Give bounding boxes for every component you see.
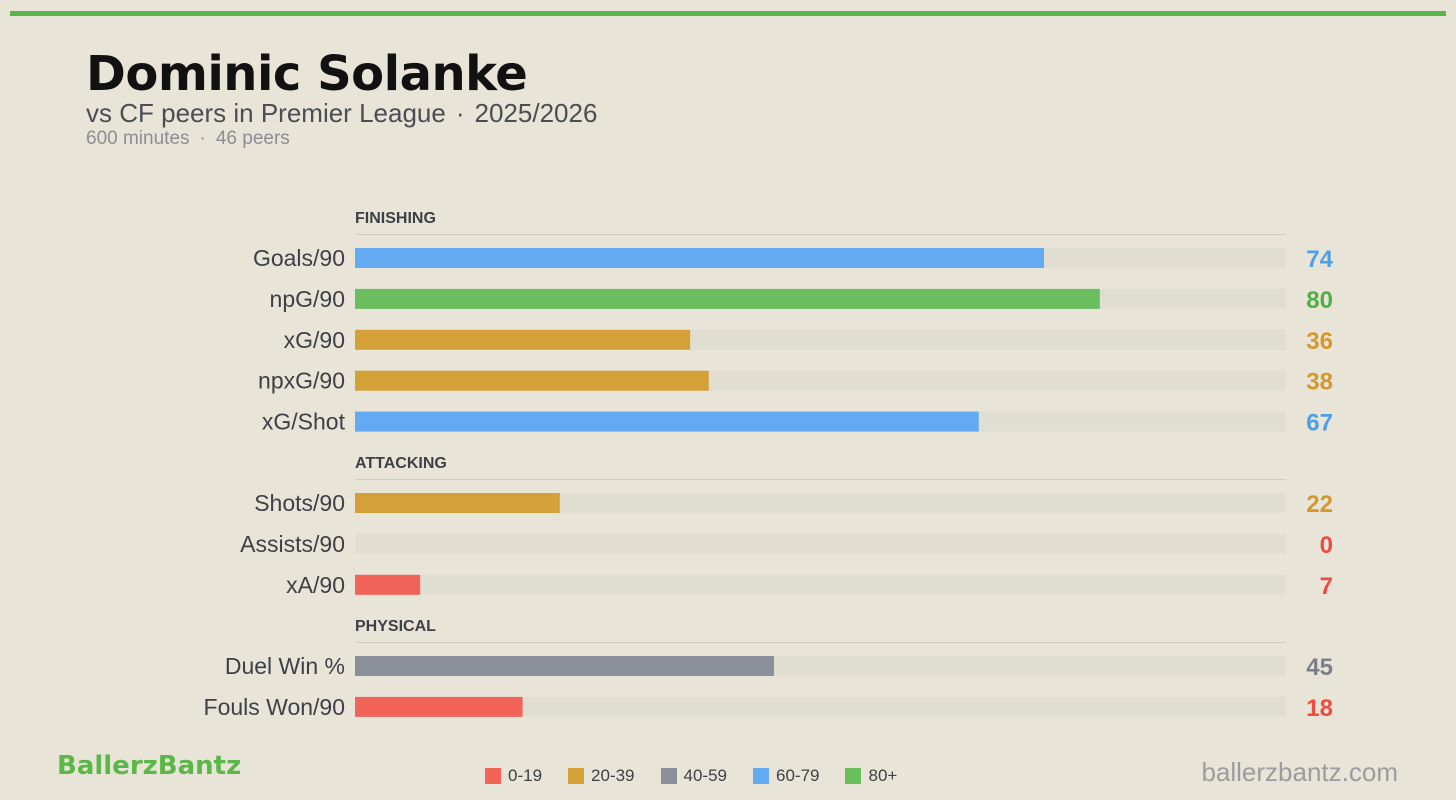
season-label: 2025/2026 bbox=[474, 98, 598, 128]
value-label-duel-win: 45 bbox=[1306, 654, 1333, 681]
bar-track-assists-90 bbox=[355, 533, 1286, 554]
row-label-assists-90: Assists/90 bbox=[240, 531, 345, 557]
section-label-attacking: ATTACKING bbox=[355, 455, 447, 472]
bar-duel-win bbox=[355, 656, 774, 676]
meta-separator: · bbox=[199, 128, 206, 149]
bar-xa-90 bbox=[355, 574, 421, 595]
row-label-npxg-90: npxG/90 bbox=[258, 368, 345, 394]
peers-label: 46 peers bbox=[215, 128, 290, 149]
legend-label: 20-39 bbox=[591, 766, 635, 785]
value-label-npg-90: 80 bbox=[1306, 287, 1333, 314]
row-label-npg-90: npG/90 bbox=[270, 286, 345, 312]
sample-meta: 600 minutes · 46 peers bbox=[86, 128, 290, 150]
legend-label: 0-19 bbox=[508, 766, 543, 785]
percentile-legend: 0-19 20-39 40-59 60-79 80+ bbox=[485, 766, 923, 786]
row-label-xa-90: xA/90 bbox=[286, 572, 345, 598]
bar-xg-shot bbox=[355, 411, 979, 432]
legend-item: 60-79 bbox=[753, 766, 819, 786]
bar-goals-90 bbox=[355, 248, 1044, 268]
row-label-duel-win: Duel Win % bbox=[225, 653, 345, 679]
value-label-shots-90: 22 bbox=[1306, 491, 1333, 518]
site-url: ballerzbantz.com bbox=[1201, 757, 1398, 787]
row-label-fouls-won-90: Fouls Won/90 bbox=[204, 694, 345, 720]
comparison-group: vs CF peers in Premier League bbox=[86, 98, 446, 128]
bar-track-shots-90 bbox=[355, 493, 1286, 513]
legend-swatch bbox=[568, 768, 585, 784]
minutes-label: 600 minutes bbox=[86, 128, 190, 149]
bar-xg-90 bbox=[355, 329, 691, 350]
bar-track-xa-90 bbox=[355, 574, 1286, 595]
comparison-subtitle: vs CF peers in Premier League · 2025/2026 bbox=[86, 98, 597, 129]
row-label-xg-90: xG/90 bbox=[284, 327, 345, 353]
legend-swatch bbox=[753, 768, 769, 784]
bar-track-fouls-won-90 bbox=[355, 696, 1286, 717]
value-label-xg-90: 36 bbox=[1306, 328, 1333, 355]
row-label-shots-90: Shots/90 bbox=[254, 490, 345, 516]
legend-item: 80+ bbox=[845, 766, 897, 786]
legend-item: 20-39 bbox=[568, 766, 635, 786]
legend-item: 0-19 bbox=[485, 766, 542, 786]
value-label-fouls-won-90: 18 bbox=[1306, 695, 1333, 722]
row-label-goals-90: Goals/90 bbox=[253, 245, 345, 271]
legend-swatch bbox=[485, 768, 501, 784]
subtitle-separator: · bbox=[455, 98, 465, 128]
legend-swatch bbox=[845, 768, 862, 784]
section-label-finishing: FINISHING bbox=[355, 210, 436, 227]
legend-label: 40-59 bbox=[683, 766, 727, 785]
value-label-xg-shot: 67 bbox=[1306, 410, 1333, 437]
bar-npxg-90 bbox=[355, 370, 709, 391]
player-title: Dominic Solanke bbox=[86, 46, 528, 102]
value-label-xa-90: 7 bbox=[1320, 573, 1333, 600]
legend-swatch bbox=[660, 768, 677, 784]
legend-label: 80+ bbox=[868, 766, 898, 785]
brand-logo: BallerzBantz bbox=[57, 751, 242, 781]
top-accent-rule bbox=[10, 11, 1446, 16]
value-label-npxg-90: 38 bbox=[1306, 369, 1333, 396]
bar-npg-90 bbox=[355, 288, 1100, 309]
section-label-physical: PHYSICAL bbox=[355, 618, 436, 635]
bar-shots-90 bbox=[355, 493, 560, 513]
value-label-goals-90: 74 bbox=[1306, 246, 1333, 273]
value-label-assists-90: 0 bbox=[1320, 532, 1333, 559]
row-label-xg-shot: xG/Shot bbox=[262, 409, 346, 435]
bar-fouls-won-90 bbox=[355, 696, 523, 717]
legend-item: 40-59 bbox=[660, 766, 727, 786]
legend-label: 60-79 bbox=[776, 766, 820, 785]
